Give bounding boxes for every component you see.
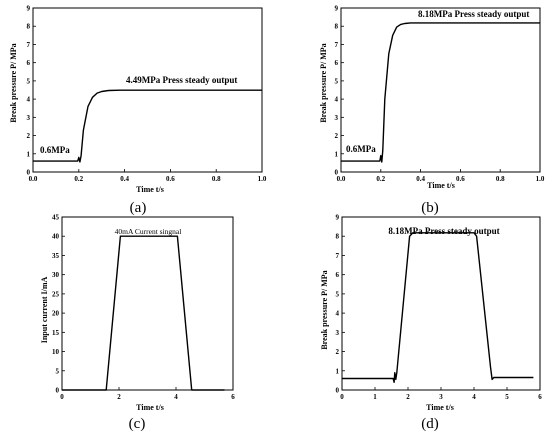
y-tick-label: 8: [27, 23, 31, 31]
annotation-steady: 8.18MPa Press steady output: [418, 9, 529, 19]
x-tick-label: 1.0: [258, 175, 267, 183]
plot-frame: [61, 216, 234, 391]
y-tick-label: 15: [52, 329, 60, 337]
y-axis-label: Break pressure P/ MPa: [9, 43, 18, 122]
y-tick-label: 1: [27, 150, 31, 158]
y-tick-label: 25: [52, 290, 60, 298]
x-tick-label: 5: [505, 393, 509, 401]
y-tick-label: 5: [56, 367, 60, 375]
y-tick-label: 9: [27, 5, 31, 13]
x-tick-label: 0.6: [166, 175, 175, 183]
x-tick-label: 6: [538, 393, 542, 401]
x-tick-label: 0.6: [456, 175, 465, 183]
y-tick-label: 8: [336, 233, 340, 241]
x-tick-label: 6: [231, 393, 235, 401]
x-tick-label: 0.4: [120, 175, 129, 183]
x-tick-label: 0: [340, 393, 344, 401]
y-tick-label: 1: [335, 150, 339, 158]
y-tick-label: 30: [52, 271, 60, 279]
plot-frame: [341, 216, 541, 391]
y-tick-label: 5: [336, 290, 340, 298]
y-axis-label: Input current I/mA: [40, 277, 49, 344]
y-tick-label: 3: [336, 329, 340, 337]
y-tick-label: 5: [335, 77, 339, 85]
chart-panel-a: Break pressure P/ MPa Time t/s 4.49MPa P…: [9, 5, 267, 217]
x-tick-label: 1: [373, 393, 377, 401]
y-tick-label: 0: [336, 387, 340, 395]
x-tick-label: 3: [439, 393, 443, 401]
y-tick-label: 4: [335, 96, 339, 104]
y-tick-label: 6: [27, 59, 31, 67]
y-tick-label: 7: [335, 41, 339, 49]
annotation-initial: 0.6MPa: [346, 144, 376, 154]
y-tick-label: 7: [27, 41, 31, 49]
y-tick-label: 4: [27, 96, 31, 104]
chart-panel-c: Input current I/mA Time t/s 40mA Current…: [40, 214, 235, 433]
x-axis-label: Time t/s: [426, 403, 454, 412]
x-tick-label: 1.0: [536, 175, 545, 183]
annotation-steady: 4.49MPa Press steady output: [126, 75, 237, 85]
y-axis-label: Break pressure P/ MPa: [320, 270, 329, 349]
series-line: [342, 232, 534, 383]
x-tick-label: 4: [472, 393, 476, 401]
y-tick-label: 40: [52, 233, 60, 241]
y-tick-label: 0: [335, 169, 339, 177]
y-tick-label: 1: [336, 367, 340, 375]
x-tick-label: 0.4: [416, 175, 425, 183]
y-tick-label: 3: [27, 114, 31, 122]
x-tick-label: 0.8: [212, 175, 221, 183]
caption-b: (b): [421, 200, 439, 216]
y-tick-label: 35: [52, 252, 60, 260]
caption-c: (c): [129, 416, 146, 432]
x-tick-label: 0.2: [376, 175, 385, 183]
y-tick-label: 6: [335, 59, 339, 67]
y-axis-label: Break pressure P/ MPa: [319, 43, 328, 122]
y-tick-label: 0: [27, 169, 31, 177]
x-tick-label: 2: [117, 393, 121, 401]
x-axis-label: Time t/s: [136, 403, 164, 412]
y-tick-label: 4: [336, 310, 340, 318]
caption-a: (a): [130, 200, 147, 216]
series-line: [33, 89, 262, 163]
y-tick-label: 3: [335, 114, 339, 122]
x-tick-label: 0.0: [29, 175, 38, 183]
y-tick-label: 9: [336, 214, 340, 222]
y-tick-label: 2: [27, 132, 31, 140]
annotation-steady: 8.18MPa Press steady output: [388, 226, 499, 236]
x-tick-label: 0: [60, 393, 64, 401]
annotation-current: 40mA Current singnal: [115, 227, 182, 236]
y-tick-label: 8: [335, 23, 339, 31]
y-tick-label: 2: [336, 348, 340, 356]
y-tick-label: 0: [56, 387, 60, 395]
y-tick-label: 10: [52, 348, 60, 356]
y-tick-label: 5: [27, 77, 31, 85]
y-tick-label: 6: [336, 271, 340, 279]
caption-d: (d): [421, 416, 439, 432]
chart-panel-d: Break pressure P/ MPa Time t/s 8.18MPa P…: [320, 214, 542, 433]
x-tick-label: 0.0: [337, 175, 346, 183]
y-tick-label: 7: [336, 252, 340, 260]
series-line: [341, 22, 540, 163]
x-axis-label: Time t/s: [427, 181, 455, 190]
y-tick-label: 2: [335, 132, 339, 140]
plot-frame: [340, 7, 541, 173]
x-tick-label: 4: [174, 393, 178, 401]
x-axis-label: Time t/s: [136, 185, 164, 194]
y-tick-label: 20: [52, 310, 60, 318]
x-tick-label: 0.2: [74, 175, 83, 183]
annotation-initial: 0.6MPa: [40, 145, 70, 155]
series-line: [62, 235, 225, 391]
x-tick-label: 0.8: [496, 175, 505, 183]
y-tick-label: 9: [335, 5, 339, 13]
x-tick-label: 2: [406, 393, 410, 401]
y-tick-label: 45: [52, 214, 60, 222]
chart-panel-b: Break pressure P/ MPa Time t/s 8.18MPa P…: [319, 5, 545, 217]
